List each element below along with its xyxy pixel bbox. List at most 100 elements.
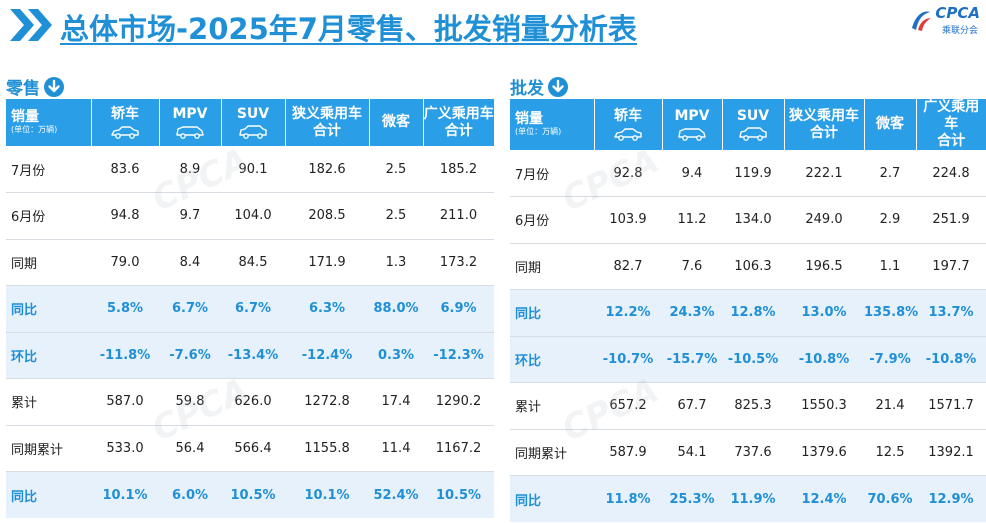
row-label: 累计 bbox=[6, 378, 91, 426]
table-cell: 8.4 bbox=[159, 239, 221, 286]
page-title: 总体市场-2025年7月零售、批发销量分析表 bbox=[60, 12, 637, 46]
row-label: 同比 bbox=[510, 289, 594, 337]
column-header-label: 合计 bbox=[444, 122, 473, 139]
table-row: 同比 11.8% 25.3% 11.9% 12.4% 70.6% 12.9% bbox=[510, 475, 986, 522]
table-cell: 1571.7 bbox=[916, 382, 986, 430]
column-header: 微客 bbox=[369, 99, 424, 146]
column-header: 销量 (单位：万辆) bbox=[510, 99, 595, 150]
table-row: 累计 587.0 59.8 626.0 1272.8 17.4 1290.2 bbox=[6, 378, 494, 426]
table-cell: 182.6 bbox=[285, 146, 369, 193]
table-cell: 737.6 bbox=[722, 429, 784, 476]
column-header: 微客 bbox=[864, 99, 917, 150]
table-row: 同期 79.0 8.4 84.5 171.9 1.3 173.2 bbox=[6, 239, 494, 286]
row-label: 同期 bbox=[510, 243, 594, 290]
wholesale-table: 销量 (单位：万辆) 轿车 MPV SUV 狭义乘用车 合计 微客 广义乘用车 合计 7月份 92.… bbox=[510, 99, 986, 522]
table-row: 同比 10.1% 6.0% 10.5% 10.1% 52.4% 10.5% bbox=[6, 471, 494, 518]
table-cell: 566.4 bbox=[221, 425, 285, 472]
table-cell: 251.9 bbox=[916, 196, 986, 244]
row-label: 环比 bbox=[510, 336, 594, 383]
table-cell: 10.5% bbox=[221, 471, 285, 518]
logo-swoosh-icon bbox=[912, 11, 931, 31]
table-cell: 79.0 bbox=[91, 239, 159, 286]
row-label: 6月份 bbox=[6, 192, 91, 240]
suv-car-icon bbox=[739, 127, 767, 141]
header: 总体市场-2025年7月零售、批发销量分析表 CPCA 乘联分会 bbox=[0, 0, 986, 52]
arrow-down-circle-icon bbox=[44, 76, 64, 97]
table-cell: 84.5 bbox=[221, 239, 285, 286]
logo-brand: CPCA bbox=[935, 4, 980, 22]
column-header: SUV bbox=[722, 99, 785, 150]
table-cell: 224.8 bbox=[916, 150, 986, 197]
row-label: 6月份 bbox=[510, 196, 594, 244]
column-header-label: 狭义乘用车 bbox=[789, 107, 859, 124]
column-header-label: 广义乘用车 bbox=[423, 105, 494, 122]
table-cell: 10.5% bbox=[423, 471, 494, 518]
table-cell: 1379.6 bbox=[784, 429, 864, 476]
table-cell: 1.3 bbox=[369, 239, 423, 286]
table-cell: 67.7 bbox=[662, 382, 722, 430]
column-header: SUV bbox=[221, 99, 286, 146]
table-cell: 103.9 bbox=[594, 196, 662, 244]
table-row: 6月份 94.8 9.7 104.0 208.5 2.5 211.0 bbox=[6, 192, 494, 240]
table-row: 同期 82.7 7.6 106.3 196.5 1.1 197.7 bbox=[510, 243, 986, 290]
unit-label: (单位：万辆) bbox=[515, 127, 562, 136]
table-cell: 1392.1 bbox=[916, 429, 986, 476]
column-header-label: 轿车 bbox=[614, 108, 642, 124]
table-cell: 6.3% bbox=[285, 285, 369, 333]
column-header: 销量 (单位：万辆) bbox=[6, 99, 92, 146]
table-cell: 0.3% bbox=[369, 332, 423, 379]
table-cell: 59.8 bbox=[159, 378, 221, 426]
table-cell: 196.5 bbox=[784, 243, 864, 290]
table-cell: -12.3% bbox=[423, 332, 494, 379]
table-cell: 11.9% bbox=[722, 475, 784, 522]
table-cell: 533.0 bbox=[91, 425, 159, 472]
table-cell: 119.9 bbox=[722, 150, 784, 197]
table-cell: -15.7% bbox=[662, 336, 722, 383]
column-header-label: 合计 bbox=[810, 124, 838, 141]
column-header-label: 合计 bbox=[313, 122, 341, 139]
table-cell: 1550.3 bbox=[784, 382, 864, 430]
table-cell: 83.6 bbox=[91, 146, 159, 193]
table-cell: 21.4 bbox=[864, 382, 916, 430]
table-cell: 1.1 bbox=[864, 243, 916, 290]
column-header: 广义乘用车 合计 bbox=[423, 99, 494, 146]
mpv-car-icon bbox=[176, 126, 204, 139]
mpv-car-icon bbox=[678, 128, 706, 141]
table-row: 7月份 92.8 9.4 119.9 222.1 2.7 224.8 bbox=[510, 150, 986, 197]
table-cell: 12.9% bbox=[916, 475, 986, 522]
table-cell: -7.9% bbox=[864, 336, 916, 383]
table-header-row: 销量 (单位：万辆) 轿车 MPV SUV 狭义乘用车 合计 微客 广义乘用车 合计 bbox=[510, 99, 986, 150]
table-cell: 10.1% bbox=[91, 471, 159, 518]
table-cell: 12.5 bbox=[864, 429, 916, 476]
table-row: 累计 657.2 67.7 825.3 1550.3 21.4 1571.7 bbox=[510, 382, 986, 430]
table-cell: -10.8% bbox=[916, 336, 986, 383]
table-cell: 211.0 bbox=[423, 192, 494, 240]
column-header-label: MPV bbox=[674, 108, 710, 124]
sedan-car-icon bbox=[614, 128, 642, 141]
row-label: 7月份 bbox=[510, 150, 594, 197]
table-cell: 134.0 bbox=[722, 196, 784, 244]
row-label: 同比 bbox=[510, 475, 594, 522]
table-cell: -12.4% bbox=[285, 332, 369, 379]
column-header: 狭义乘用车 合计 bbox=[784, 99, 865, 150]
table-row: 7月份 83.6 8.9 90.1 182.6 2.5 185.2 bbox=[6, 146, 494, 193]
suv-car-icon bbox=[239, 125, 267, 139]
table-cell: 90.1 bbox=[221, 146, 285, 193]
column-header: 轿车 bbox=[91, 99, 160, 146]
table-cell: 12.2% bbox=[594, 289, 662, 337]
table-cell: 11.2 bbox=[662, 196, 722, 244]
table-row: 环比 -10.7% -15.7% -10.5% -10.8% -7.9% -10.8% bbox=[510, 336, 986, 383]
table-cell: 249.0 bbox=[784, 196, 864, 244]
row-label: 同比 bbox=[6, 471, 91, 518]
table-cell: 92.8 bbox=[594, 150, 662, 197]
column-header-label: 微客 bbox=[382, 114, 410, 130]
column-header-label: SUV bbox=[736, 108, 770, 124]
column-header: 轿车 bbox=[594, 99, 663, 150]
table-cell: 13.0% bbox=[784, 289, 864, 337]
table-cell: 2.5 bbox=[369, 192, 423, 240]
table-row: 同比 5.8% 6.7% 6.7% 6.3% 88.0% 6.9% bbox=[6, 285, 494, 333]
row-label: 同期累计 bbox=[510, 429, 594, 476]
table-cell: 12.4% bbox=[784, 475, 864, 522]
row-label: 环比 bbox=[6, 332, 91, 379]
table-cell: 82.7 bbox=[594, 243, 662, 290]
